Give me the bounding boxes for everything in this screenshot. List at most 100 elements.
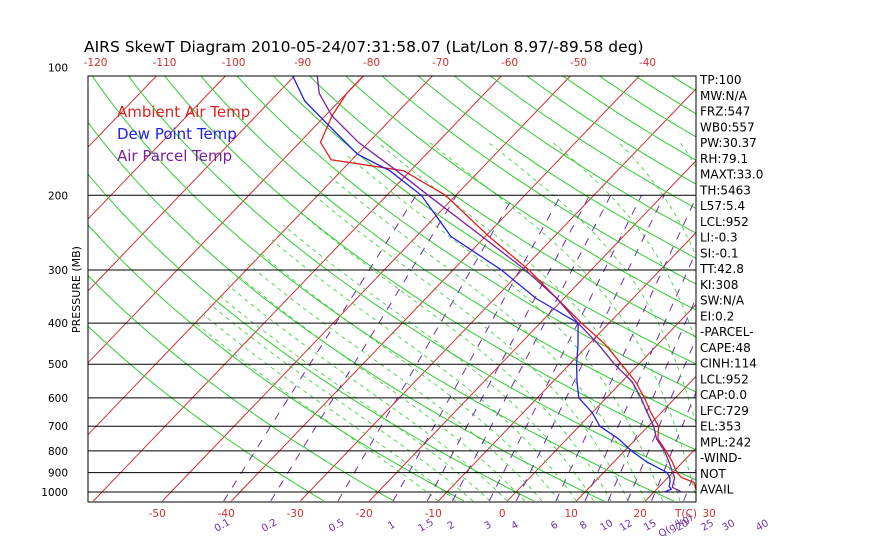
stat-line: SW:N/A xyxy=(700,294,745,308)
pressure-tick-label: 700 xyxy=(48,421,68,433)
stat-line: MW:N/A xyxy=(700,89,748,103)
top-temp-tick-label: -120 xyxy=(84,57,108,69)
grid-layer xyxy=(88,68,870,502)
legend-entry: Air Parcel Temp xyxy=(117,147,232,165)
dry-adiabat-line xyxy=(272,76,696,365)
moist-adiabat-line xyxy=(345,153,663,502)
isotherm-line xyxy=(231,76,641,502)
moist-adiabat-line xyxy=(300,212,612,502)
series-layer xyxy=(292,76,696,493)
isotherm-line xyxy=(88,76,296,292)
top-temp-tick-label: -50 xyxy=(570,57,587,69)
plot-frame xyxy=(87,75,697,503)
mixing-ratio-label: 4 xyxy=(510,519,521,532)
mixing-ratio-label: 8 xyxy=(578,519,589,532)
mixing-ratio-line xyxy=(392,195,562,502)
stat-line: -PARCEL- xyxy=(700,325,754,339)
isotherm-line xyxy=(300,88,696,502)
pressure-tick-label: 200 xyxy=(48,190,68,202)
mixing-ratio-line xyxy=(584,250,696,502)
temp-tick-label: 10 xyxy=(565,508,578,520)
stat-line: RH:79.1 xyxy=(700,152,748,166)
isotherm-line xyxy=(88,76,434,436)
pressure-tick-label: 800 xyxy=(48,446,68,458)
temp-tick-label: 30 xyxy=(703,508,716,520)
moist-adiabat-line xyxy=(247,263,543,502)
dry-adiabat-line xyxy=(200,76,696,422)
top-temp-tick-label: -110 xyxy=(153,57,177,69)
stat-line: CINH:114 xyxy=(700,357,757,371)
mixing-ratio-line xyxy=(337,195,515,502)
pressure-tick-label: 400 xyxy=(48,318,68,330)
mixing-ratio-label: 0.5 xyxy=(327,517,346,534)
dry-adiabat-line xyxy=(88,325,325,502)
stat-line: EI:0.2 xyxy=(700,309,734,323)
dry-adiabat-line xyxy=(670,76,696,92)
isotherm-line xyxy=(645,447,696,502)
legend: Ambient Air Temp Dew Point Temp Air Parcel… xyxy=(117,103,250,165)
mixing-ratio-label: 1 xyxy=(386,519,397,532)
mixing-ratio-label: 2 xyxy=(446,519,457,532)
isotherm-line xyxy=(576,375,696,502)
moist-adiabat-line xyxy=(429,141,696,499)
mixing-ratio-label: 0.2 xyxy=(260,517,279,534)
top-temp-tick-label: -40 xyxy=(639,57,656,69)
dry-adiabat-line xyxy=(381,76,696,285)
stat-line: LCL:952 xyxy=(700,372,749,386)
stat-line: LCL:952 xyxy=(700,215,749,229)
isotherm-line xyxy=(88,76,227,220)
moist-adiabat-line xyxy=(329,175,646,502)
mixing-ratio-label: 25 xyxy=(699,518,716,534)
isotherm-line xyxy=(88,76,365,364)
pressure-tick-label: 900 xyxy=(48,468,68,480)
legend-entry: Dew Point Temp xyxy=(117,125,237,143)
dry-adiabat-line xyxy=(236,76,696,393)
temp-tick-label: -20 xyxy=(356,508,373,520)
dry-adiabat-line xyxy=(766,68,870,502)
dry-adiabat-line xyxy=(88,173,535,502)
temp-tick-label: 20 xyxy=(634,508,647,520)
isotherm-line xyxy=(88,76,158,148)
dry-adiabat-line xyxy=(837,68,870,502)
stat-line: -WIND- xyxy=(700,451,742,465)
stat-line: AVAIL xyxy=(700,483,734,497)
dry-adiabat-line xyxy=(88,274,395,502)
temp-tick-label: -30 xyxy=(287,508,304,520)
moist-adiabat-line xyxy=(209,303,474,502)
isotherm-line xyxy=(852,68,870,501)
mixing-ratio-line xyxy=(223,195,417,502)
series-line-3 xyxy=(316,76,682,493)
mixing-ratio-line xyxy=(452,195,612,502)
mixing-ratio-label: 6 xyxy=(549,519,560,532)
legend-entry: Ambient Air Temp xyxy=(117,103,250,121)
stat-line: CAPE:48 xyxy=(700,341,751,355)
dry-adiabat-line xyxy=(164,76,696,451)
stat-line: CAP:0.0 xyxy=(700,388,747,402)
mixing-ratio-line xyxy=(651,391,696,502)
stat-line: FRZ:547 xyxy=(700,105,750,119)
mixing-ratio-line xyxy=(426,195,590,502)
top-temp-tick-label: -100 xyxy=(222,57,246,69)
stat-line: KI:308 xyxy=(700,278,738,292)
top-temp-tick-label: -80 xyxy=(363,57,380,69)
top-temp-tick-label: -70 xyxy=(432,57,449,69)
mixing-ratio-label: 3 xyxy=(482,519,493,532)
stat-line: TH:5463 xyxy=(699,183,751,197)
mixing-ratio-line xyxy=(627,337,696,502)
pressure-tick-label: 100 xyxy=(48,63,68,75)
isotherm-line xyxy=(162,76,572,502)
isotherm-line xyxy=(783,68,870,501)
dry-adiabat-line xyxy=(88,224,465,502)
mixing-ratio-line xyxy=(764,195,868,501)
dry-adiabat-line xyxy=(345,76,696,311)
dry-adiabat-line xyxy=(801,68,870,502)
stat-line: LI:-0.3 xyxy=(700,231,738,245)
mixing-ratio-line xyxy=(270,195,457,502)
moist-adiabat-line xyxy=(377,141,681,502)
stat-line: EL:353 xyxy=(700,420,741,434)
dry-adiabat-line xyxy=(88,121,605,502)
temp-tick-label: T(C) xyxy=(674,508,697,520)
stat-line: WB0:557 xyxy=(700,120,755,134)
series-line-2 xyxy=(292,76,673,493)
